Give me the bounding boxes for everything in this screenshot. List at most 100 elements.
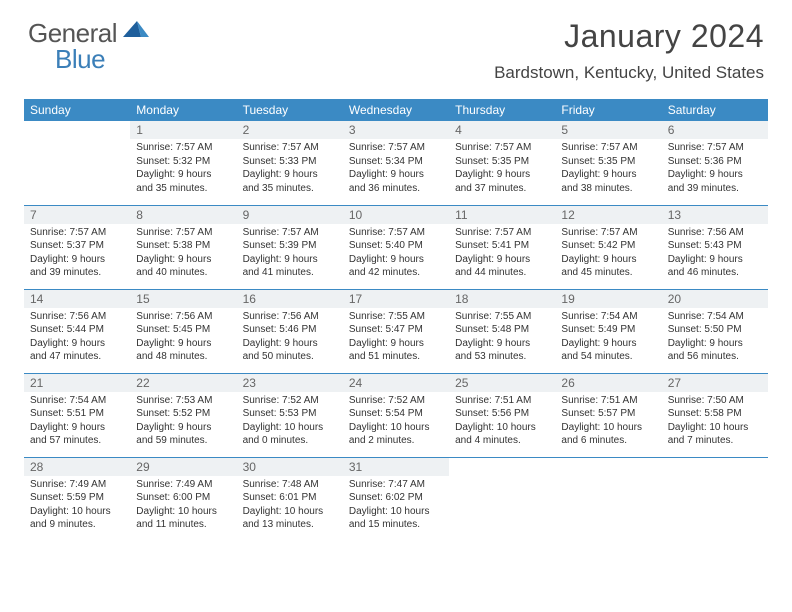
cell-dl2: and 44 minutes. xyxy=(455,266,549,280)
cell-dl2: and 13 minutes. xyxy=(243,518,337,532)
day-number: 10 xyxy=(343,206,449,224)
cell-sunset: Sunset: 5:58 PM xyxy=(668,407,762,421)
calendar-row: 7Sunrise: 7:57 AMSunset: 5:37 PMDaylight… xyxy=(24,205,768,289)
day-number: 29 xyxy=(130,458,236,476)
day-number: 13 xyxy=(662,206,768,224)
cell-sunrise: Sunrise: 7:47 AM xyxy=(349,478,443,492)
cell-sunset: Sunset: 6:01 PM xyxy=(243,491,337,505)
cell-sunrise: Sunrise: 7:51 AM xyxy=(561,394,655,408)
cell-dl1: Daylight: 10 hours xyxy=(243,421,337,435)
cell-dl1: Daylight: 9 hours xyxy=(349,168,443,182)
cell-sunrise: Sunrise: 7:48 AM xyxy=(243,478,337,492)
logo-text-blue: Blue xyxy=(55,44,105,75)
cell-dl2: and 39 minutes. xyxy=(668,182,762,196)
cell-sunset: Sunset: 5:43 PM xyxy=(668,239,762,253)
calendar-cell: 10Sunrise: 7:57 AMSunset: 5:40 PMDayligh… xyxy=(343,205,449,289)
location-text: Bardstown, Kentucky, United States xyxy=(494,63,764,83)
calendar-cell: 2Sunrise: 7:57 AMSunset: 5:33 PMDaylight… xyxy=(237,121,343,205)
cell-sunrise: Sunrise: 7:55 AM xyxy=(349,310,443,324)
calendar-cell: 22Sunrise: 7:53 AMSunset: 5:52 PMDayligh… xyxy=(130,373,236,457)
cell-dl1: Daylight: 10 hours xyxy=(30,505,124,519)
cell-sunrise: Sunrise: 7:57 AM xyxy=(349,141,443,155)
cell-dl1: Daylight: 9 hours xyxy=(30,421,124,435)
cell-dl1: Daylight: 10 hours xyxy=(243,505,337,519)
cell-sunset: Sunset: 5:41 PM xyxy=(455,239,549,253)
calendar-cell: 13 Sunrise: 7:56 AMSunset: 5:43 PMDayligh… xyxy=(662,205,768,289)
day-number: 25 xyxy=(449,374,555,392)
calendar-cell: 29Sunrise: 7:49 AMSunset: 6:00 PMDayligh… xyxy=(130,457,236,541)
day-number: 19 xyxy=(555,290,661,308)
cell-sunset: Sunset: 5:36 PM xyxy=(668,155,762,169)
calendar-cell: 7Sunrise: 7:57 AMSunset: 5:37 PMDaylight… xyxy=(24,205,130,289)
cell-sunrise: Sunrise: 7:57 AM xyxy=(455,141,549,155)
logo: General Blue xyxy=(28,18,151,49)
cell-sunrise: Sunrise: 7:56 AM xyxy=(668,226,762,240)
calendar-row: 28Sunrise: 7:49 AMSunset: 5:59 PMDayligh… xyxy=(24,457,768,541)
day-number: 11 xyxy=(449,206,555,224)
cell-sunrise: Sunrise: 7:56 AM xyxy=(136,310,230,324)
cell-sunrise: Sunrise: 7:54 AM xyxy=(30,394,124,408)
day-number: 22 xyxy=(130,374,236,392)
cell-sunrise: Sunrise: 7:57 AM xyxy=(561,226,655,240)
day-number: 6 xyxy=(662,121,768,139)
cell-dl2: and 0 minutes. xyxy=(243,434,337,448)
cell-sunrise: Sunrise: 7:52 AM xyxy=(243,394,337,408)
cell-sunrise: Sunrise: 7:57 AM xyxy=(349,226,443,240)
day-number: 28 xyxy=(24,458,130,476)
calendar-cell: 9Sunrise: 7:57 AMSunset: 5:39 PMDaylight… xyxy=(237,205,343,289)
cell-sunset: Sunset: 5:44 PM xyxy=(30,323,124,337)
weekday-header: Sunday xyxy=(24,99,130,121)
cell-dl2: and 4 minutes. xyxy=(455,434,549,448)
cell-sunrise: Sunrise: 7:57 AM xyxy=(455,226,549,240)
day-number: 3 xyxy=(343,121,449,139)
calendar-cell: 8Sunrise: 7:57 AMSunset: 5:38 PMDaylight… xyxy=(130,205,236,289)
cell-dl2: and 38 minutes. xyxy=(561,182,655,196)
calendar-cell: 19Sunrise: 7:54 AMSunset: 5:49 PMDayligh… xyxy=(555,289,661,373)
cell-dl2: and 47 minutes. xyxy=(30,350,124,364)
day-number: 20 xyxy=(662,290,768,308)
cell-dl1: Daylight: 9 hours xyxy=(668,253,762,267)
calendar-cell xyxy=(24,121,130,205)
cell-sunset: Sunset: 5:51 PM xyxy=(30,407,124,421)
cell-sunset: Sunset: 5:40 PM xyxy=(349,239,443,253)
calendar-body: 1Sunrise: 7:57 AMSunset: 5:32 PMDaylight… xyxy=(24,121,768,541)
cell-dl2: and 48 minutes. xyxy=(136,350,230,364)
cell-sunrise: Sunrise: 7:57 AM xyxy=(668,141,762,155)
cell-sunrise: Sunrise: 7:57 AM xyxy=(243,226,337,240)
cell-sunset: Sunset: 5:42 PM xyxy=(561,239,655,253)
cell-sunrise: Sunrise: 7:55 AM xyxy=(455,310,549,324)
cell-sunrise: Sunrise: 7:57 AM xyxy=(243,141,337,155)
day-number: 27 xyxy=(662,374,768,392)
cell-dl2: and 50 minutes. xyxy=(243,350,337,364)
day-number: 24 xyxy=(343,374,449,392)
cell-dl1: Daylight: 10 hours xyxy=(136,505,230,519)
cell-sunrise: Sunrise: 7:51 AM xyxy=(455,394,549,408)
calendar-cell: 6Sunrise: 7:57 AMSunset: 5:36 PMDaylight… xyxy=(662,121,768,205)
cell-dl2: and 2 minutes. xyxy=(349,434,443,448)
calendar-cell xyxy=(662,457,768,541)
cell-sunset: Sunset: 5:57 PM xyxy=(561,407,655,421)
cell-dl1: Daylight: 9 hours xyxy=(561,337,655,351)
cell-sunset: Sunset: 5:32 PM xyxy=(136,155,230,169)
cell-sunrise: Sunrise: 7:57 AM xyxy=(30,226,124,240)
cell-sunrise: Sunrise: 7:56 AM xyxy=(243,310,337,324)
cell-dl1: Daylight: 9 hours xyxy=(136,253,230,267)
cell-sunset: Sunset: 5:47 PM xyxy=(349,323,443,337)
logo-sail-icon xyxy=(123,19,149,44)
cell-sunset: Sunset: 5:53 PM xyxy=(243,407,337,421)
day-number: 5 xyxy=(555,121,661,139)
cell-dl2: and 59 minutes. xyxy=(136,434,230,448)
weekday-header: Saturday xyxy=(662,99,768,121)
calendar-row: 21Sunrise: 7:54 AMSunset: 5:51 PMDayligh… xyxy=(24,373,768,457)
cell-dl2: and 15 minutes. xyxy=(349,518,443,532)
cell-sunset: Sunset: 5:52 PM xyxy=(136,407,230,421)
day-number: 2 xyxy=(237,121,343,139)
cell-dl1: Daylight: 9 hours xyxy=(136,421,230,435)
calendar-cell: 3Sunrise: 7:57 AMSunset: 5:34 PMDaylight… xyxy=(343,121,449,205)
calendar-cell: 16Sunrise: 7:56 AMSunset: 5:46 PMDayligh… xyxy=(237,289,343,373)
cell-dl2: and 6 minutes. xyxy=(561,434,655,448)
cell-dl2: and 46 minutes. xyxy=(668,266,762,280)
calendar-table: SundayMondayTuesdayWednesdayThursdayFrid… xyxy=(24,99,768,541)
cell-sunset: Sunset: 5:38 PM xyxy=(136,239,230,253)
cell-dl1: Daylight: 9 hours xyxy=(243,253,337,267)
